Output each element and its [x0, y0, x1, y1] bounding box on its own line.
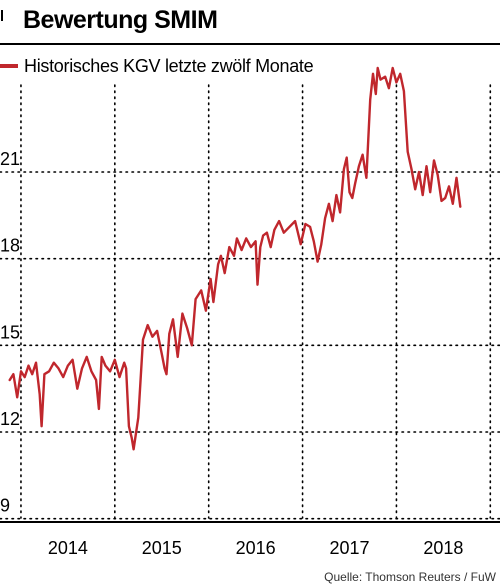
source-note: Quelle: Thomson Reuters / FuW: [324, 570, 496, 584]
title-bar: Bewertung SMIM: [0, 0, 500, 40]
x-tick-label-2017: 2017: [329, 538, 369, 558]
title-rule: [0, 43, 500, 45]
y-tick-label-21: 21: [0, 149, 20, 169]
y-tick-label-9: 9: [0, 496, 10, 516]
y-tick-label-12: 12: [0, 409, 20, 429]
x-tick-label-2016: 2016: [236, 538, 276, 558]
x-tick-label-2015: 2015: [142, 538, 182, 558]
legend-swatch: [0, 64, 18, 68]
legend-label: Historisches KGV letzte zwölf Monate: [24, 55, 314, 76]
legend: Historisches KGV letzte zwölf Monate: [0, 54, 314, 78]
x-tick-label-2014: 2014: [48, 538, 88, 558]
y-tick-label-15: 15: [0, 322, 20, 342]
y-tick-label-18: 18: [0, 236, 20, 256]
series-line-0: [8, 66, 462, 451]
chart-title: Bewertung SMIM: [23, 6, 218, 34]
title-tick-mark: [1, 10, 3, 21]
x-tick-label-2018: 2018: [423, 538, 463, 558]
